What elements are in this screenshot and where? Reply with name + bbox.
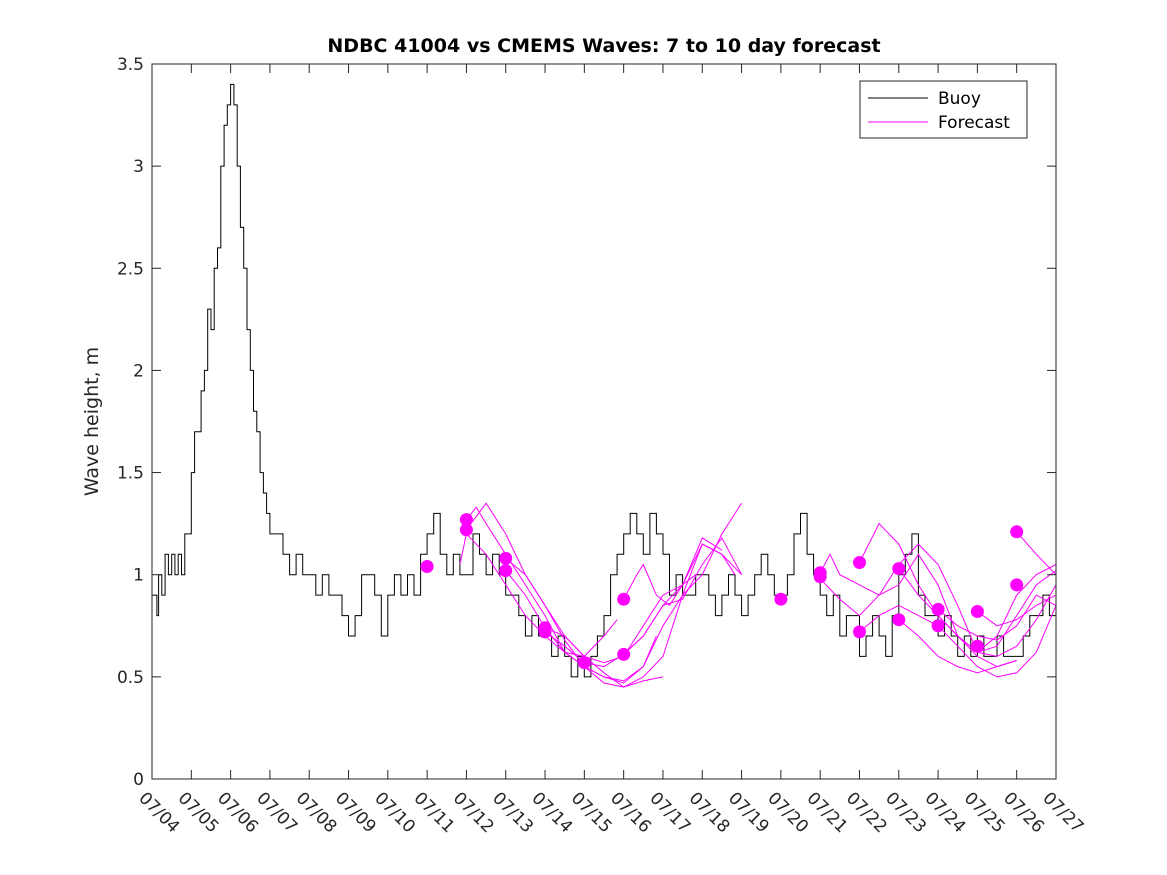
- series-line-forecast-14: [898, 619, 1017, 674]
- y-tick-label-2: 1: [133, 566, 144, 586]
- forecast-marker-18: [931, 619, 945, 633]
- series-line-forecast-12: [859, 604, 1057, 678]
- y-tick-label-7: 3.5: [117, 55, 144, 75]
- forecast-marker-9: [617, 647, 631, 661]
- forecast-marker-6: [538, 625, 552, 639]
- forecast-marker-22: [1010, 578, 1024, 592]
- legend-box: [859, 80, 1028, 139]
- series-line-forecast-10: [819, 543, 1057, 653]
- forecast-marker-7: [577, 656, 591, 670]
- series-line-forecast-3: [505, 502, 743, 684]
- series-line-forecast-16: [977, 594, 1057, 627]
- series-line-forecast-15: [937, 594, 1057, 641]
- forecast-marker-17: [931, 602, 945, 616]
- forecast-marker-14: [853, 625, 866, 639]
- series-line-forecast-17: [1016, 531, 1057, 576]
- plot-area: [152, 83, 1057, 688]
- series-line-forecast-8: [623, 536, 743, 655]
- series-line-forecast-1: [466, 506, 657, 682]
- forecast-marker-0: [420, 560, 434, 573]
- y-tick-label-5: 2.5: [117, 259, 144, 279]
- y-tick-label-0: 0: [133, 770, 144, 790]
- forecast-marker-20: [970, 639, 984, 653]
- series-line-forecast-9: [819, 553, 1057, 657]
- forecast-marker-3: [499, 551, 513, 565]
- forecast-marker-21: [1010, 525, 1024, 539]
- axes-box: [151, 63, 1057, 780]
- series-line-forecast-7: [623, 563, 697, 607]
- legend: Buoy Forecast: [859, 80, 1028, 139]
- forecast-marker-4: [499, 564, 513, 578]
- y-tick-label-3: 1.5: [117, 464, 144, 484]
- series-line-forecast-2: [465, 502, 736, 688]
- forecast-marker-10: [774, 592, 788, 606]
- forecast-marker-1: [459, 513, 473, 527]
- y-tick-label-1: 0.5: [117, 668, 144, 688]
- forecast-marker-8: [617, 592, 631, 606]
- forecast-marker-15: [892, 562, 906, 576]
- forecast-marker-2: [459, 523, 473, 537]
- legend-entry-forecast: Forecast: [938, 113, 1010, 133]
- chart-title: NDBC 41004 vs CMEMS Waves: 7 to 10 day f…: [327, 35, 880, 57]
- forecast-marker-16: [892, 613, 906, 627]
- legend-entry-buoy: Buoy: [938, 89, 981, 109]
- y-tick-label-6: 3: [133, 157, 144, 177]
- y-tick-label-4: 2: [133, 361, 144, 381]
- forecast-marker-12: [813, 570, 827, 584]
- y-axis-label: Wave height, m: [81, 347, 103, 496]
- series-line-forecast-0: [459, 532, 618, 657]
- series-line-forecast-5: [544, 543, 742, 664]
- forecast-marker-13: [853, 556, 866, 569]
- forecast-marker-19: [970, 605, 984, 618]
